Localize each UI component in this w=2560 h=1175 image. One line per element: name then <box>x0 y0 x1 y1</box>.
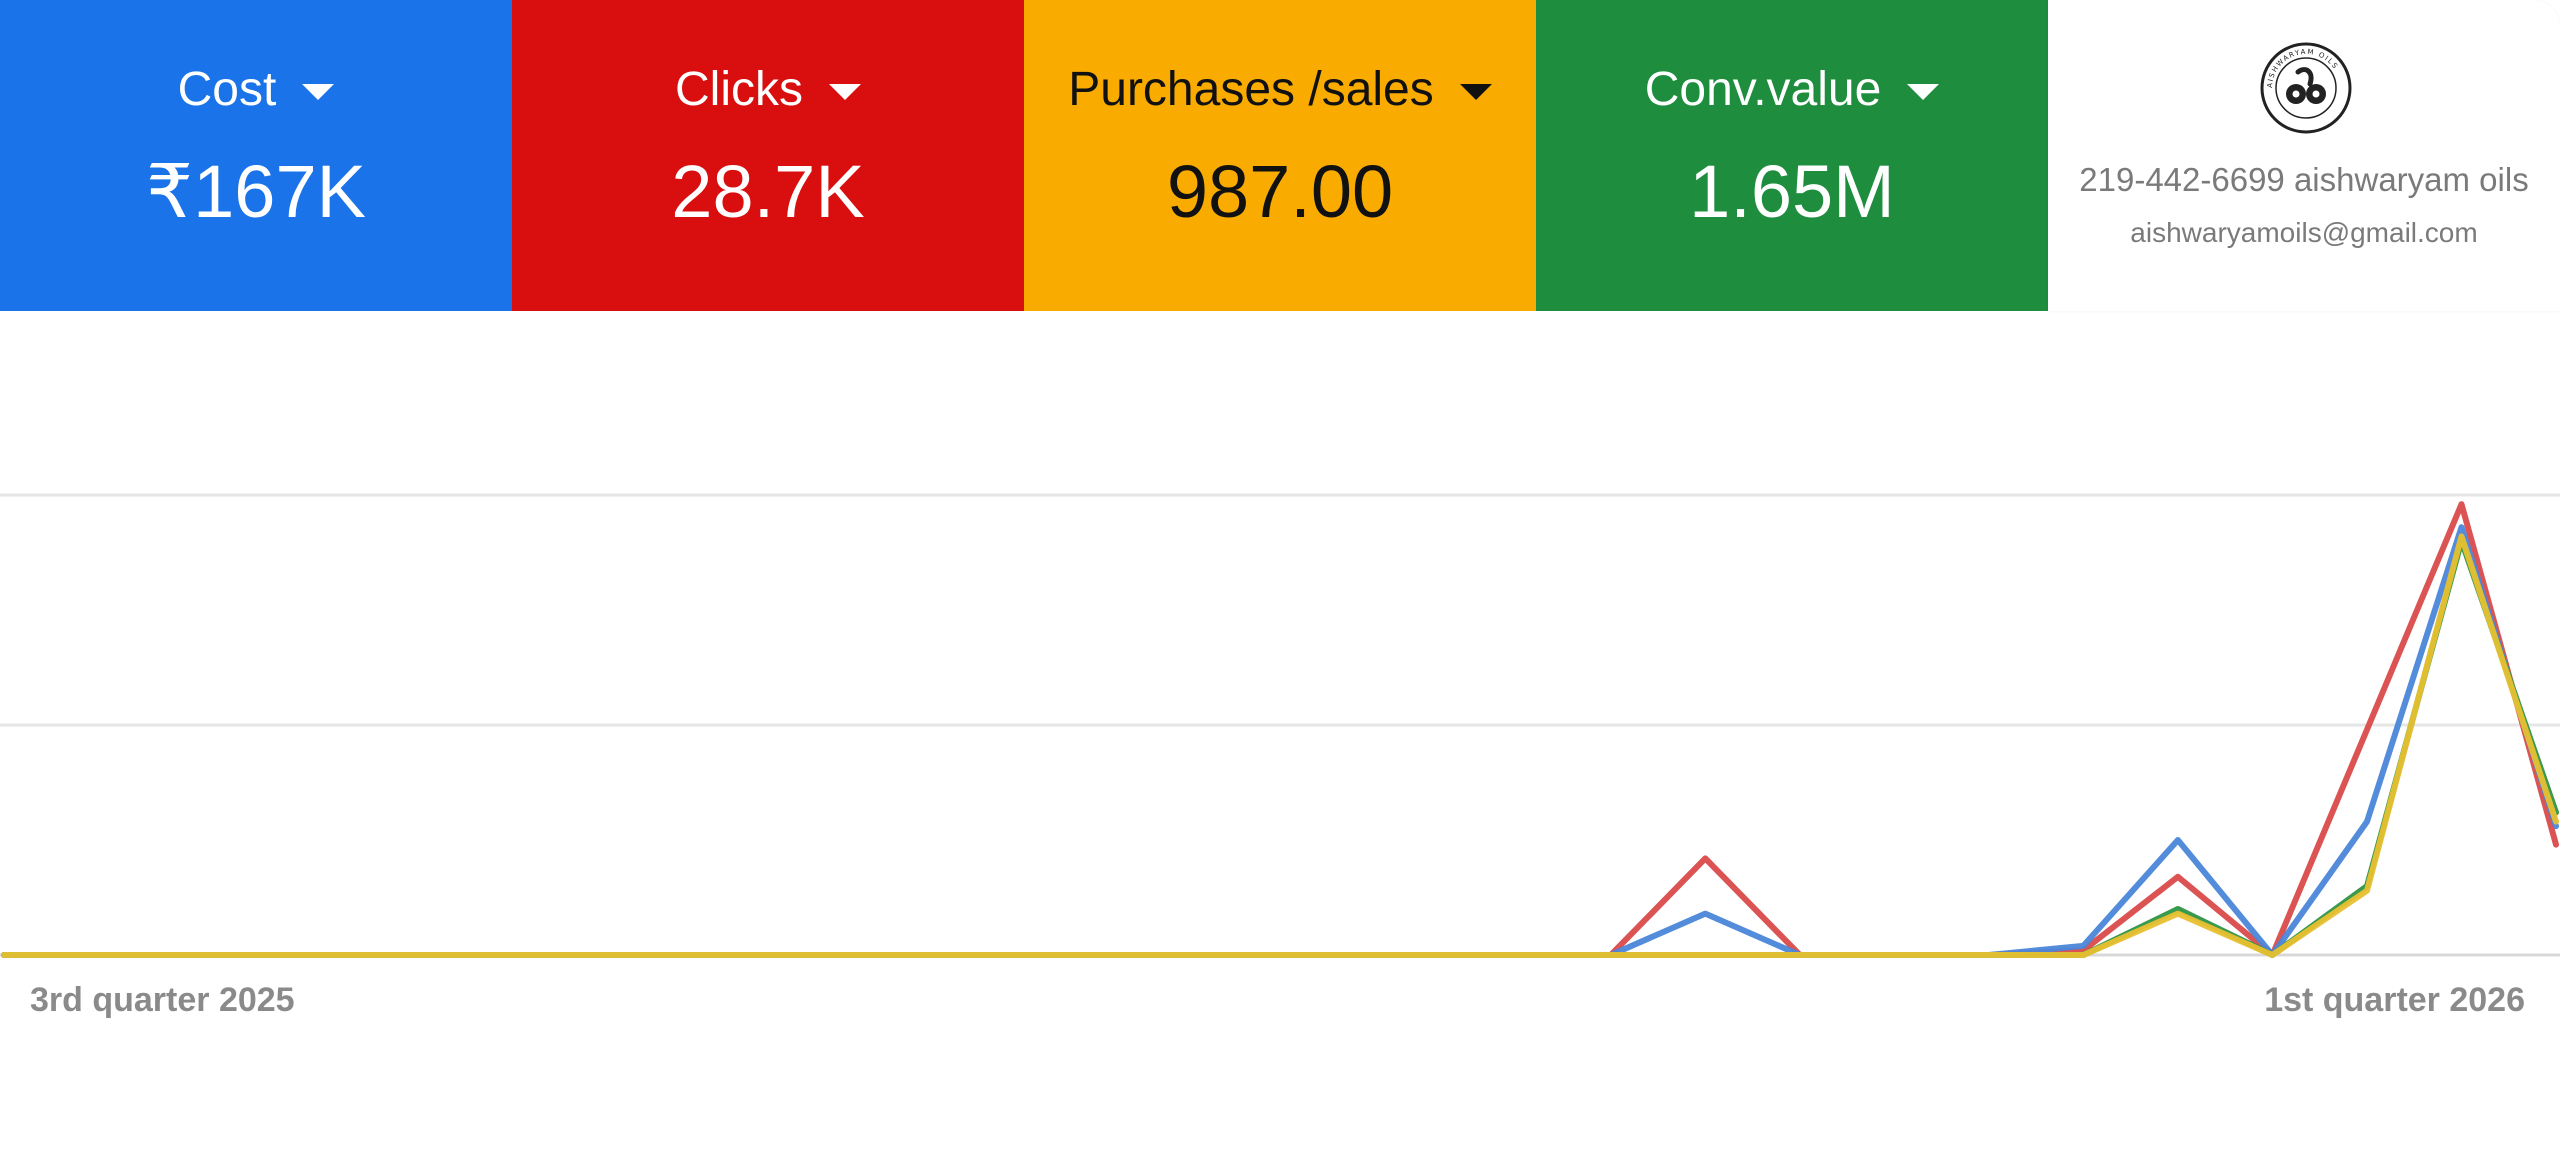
x-tick-label-end: 1st quarter 2026 <box>2264 981 2525 1019</box>
series-line-4[interactable] <box>1 533 2559 958</box>
performance-chart: 3rd quarter 2025 1st quarter 2026 <box>0 311 2560 1175</box>
metric-card-purchases[interactable]: Purchases /sales 987.00 <box>1024 0 1536 311</box>
metric-label: Clicks <box>675 63 803 116</box>
series-line-1[interactable] <box>1 501 2559 958</box>
line-chart <box>0 493 2560 958</box>
brand-email: aishwaryamoils@gmail.com <box>2130 217 2478 248</box>
metric-cards: Cost ₹167K Clicks 28.7K Purchases /sales… <box>0 0 2048 311</box>
x-tick-label-start: 3rd quarter 2025 <box>30 981 295 1019</box>
brand-phone: 219-442-6699 aishwaryam oils <box>2079 161 2529 198</box>
caret-down-icon[interactable] <box>1459 84 1492 100</box>
metric-value: 1.65M <box>1689 150 1895 233</box>
series-lines <box>1 501 2559 958</box>
metric-header[interactable]: Clicks <box>512 62 1024 118</box>
metric-label: Purchases /sales <box>1068 63 1434 116</box>
metric-header[interactable]: Purchases /sales <box>1024 62 1536 118</box>
gridlines <box>0 493 2560 957</box>
metric-header[interactable]: Conv.value <box>1536 62 2048 118</box>
metric-header[interactable]: Cost <box>0 62 512 118</box>
metric-card-clicks[interactable]: Clicks 28.7K <box>512 0 1024 311</box>
logo-monogram <box>2286 67 2326 104</box>
metric-card-cost[interactable]: Cost ₹167K <box>0 0 512 311</box>
metric-value: 987.00 <box>1166 150 1394 233</box>
caret-down-icon[interactable] <box>829 84 861 100</box>
metric-value: 28.7K <box>671 150 865 233</box>
caret-down-icon[interactable] <box>1907 84 1940 100</box>
caret-down-icon[interactable] <box>302 84 335 100</box>
series-line-3[interactable] <box>1 538 2559 958</box>
brand-panel: AISHWARYAM OILS 219-442-6699 aishwaryam … <box>2048 0 2560 311</box>
metric-label: Cost <box>177 63 277 116</box>
metric-value: ₹167K <box>146 150 366 233</box>
aishwaryam-oils-seal-icon: AISHWARYAM OILS <box>2260 42 2352 134</box>
series-line-2[interactable] <box>1 524 2559 958</box>
metric-card-conv-value[interactable]: Conv.value 1.65M <box>1536 0 2048 311</box>
metric-label: Conv.value <box>1644 63 1882 116</box>
